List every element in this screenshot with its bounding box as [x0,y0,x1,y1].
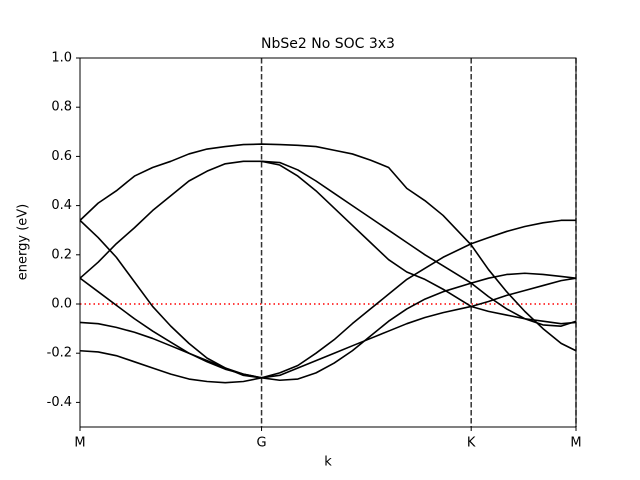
y-tick-label: -0.4 [47,395,72,410]
x-tick-label: G [257,436,267,451]
band-line [79,272,577,382]
band-line [79,277,577,379]
band-line [79,143,577,352]
x-axis-label: k [324,455,332,470]
y-tick-label: 0.2 [51,247,72,262]
x-tick-label: M [74,436,85,451]
band-line [261,160,577,325]
band-line [79,349,262,384]
x-tick-label: M [570,436,581,451]
y-tick-label: 0.6 [51,149,72,164]
y-tick-label: -0.2 [47,346,72,361]
band-line [79,160,577,327]
y-tick-label: 0.8 [51,100,72,115]
chart-title: NbSe2 No SOC 3x3 [261,36,395,52]
band-line [79,219,576,379]
y-axis-label: energy (eV) [16,204,31,280]
plot-frame [79,57,577,428]
x-tick-label: K [467,436,476,451]
y-tick-label: 0.0 [51,297,72,312]
y-tick-label: 1.0 [51,51,72,66]
y-tick-label: 0.4 [51,198,72,213]
